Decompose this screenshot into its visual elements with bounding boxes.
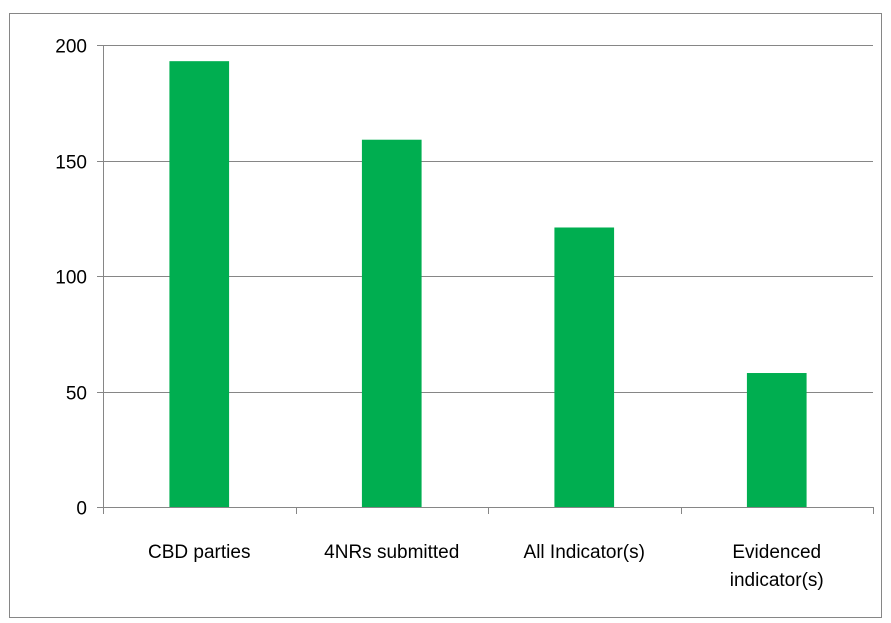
- x-tick-label-2: All Indicator(s): [524, 542, 645, 563]
- x-tick-label-line: 4NRs submitted: [324, 542, 459, 563]
- y-tick-label-50: 50: [66, 384, 87, 405]
- y-tick-label-100: 100: [55, 268, 87, 289]
- bars: [169, 61, 807, 508]
- y-tick-label-200: 200: [55, 37, 87, 58]
- x-tick-label-3: Evidenced indicator(s): [730, 542, 824, 591]
- y-tick-labels: 0 50 100 150 200: [55, 37, 87, 520]
- y-tick-label-150: 150: [55, 153, 87, 174]
- bar-0: [169, 61, 230, 508]
- y-tick-label-0: 0: [76, 499, 87, 520]
- x-tick-label-0: CBD parties: [148, 542, 250, 563]
- x-tick-label-line: All Indicator(s): [524, 542, 645, 563]
- bar-2: [554, 227, 615, 508]
- x-tick-label-line: Evidenced: [732, 542, 821, 563]
- x-tick-label-line: CBD parties: [148, 542, 250, 563]
- bar-3: [746, 373, 807, 507]
- chart-border: [9, 13, 882, 618]
- x-tick-labels: CBD parties 4NRs submitted All Indicator(s…: [148, 542, 824, 591]
- x-tick-label-1: 4NRs submitted: [324, 542, 459, 563]
- axes: [97, 45, 874, 514]
- x-tick-label-line: indicator(s): [730, 570, 824, 591]
- bar-1: [361, 139, 422, 507]
- gridlines: [103, 45, 873, 393]
